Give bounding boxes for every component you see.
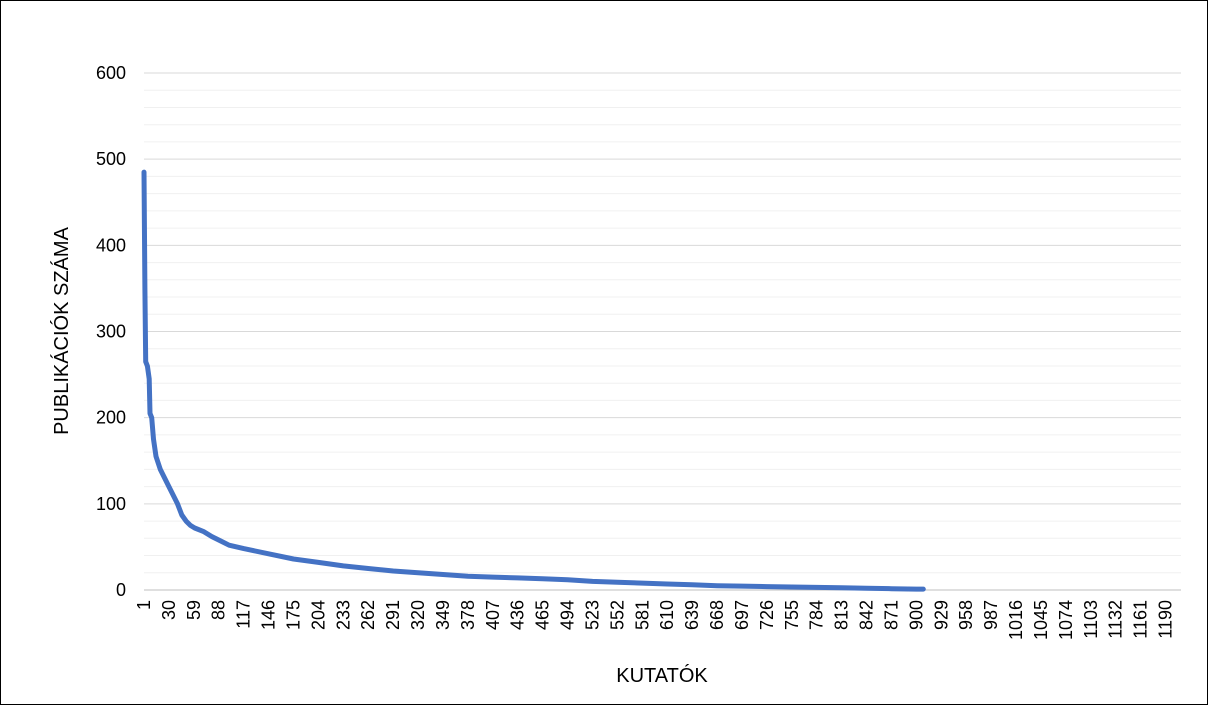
x-tick-label: 842 [857, 600, 877, 630]
y-tick-label: 300 [96, 322, 126, 342]
x-tick-label: 262 [358, 600, 378, 630]
x-tick-label: 1 [134, 600, 154, 610]
y-axis-title: PUBLIKÁCIÓK SZÁMA [50, 226, 73, 434]
x-tick-label: 987 [981, 600, 1001, 630]
x-tick-label: 378 [458, 600, 478, 630]
x-tick-label: 1190 [1156, 600, 1176, 639]
x-tick-label: 1074 [1056, 600, 1076, 640]
y-tick-label: 200 [96, 408, 126, 428]
y-tick-label: 100 [96, 494, 126, 514]
x-tick-label: 30 [159, 600, 179, 620]
x-tick-label: 610 [657, 600, 677, 630]
x-tick-label: 697 [732, 600, 752, 630]
x-tick-label: 668 [707, 600, 727, 630]
x-tick-label: 813 [832, 600, 852, 630]
x-tick-label: 523 [582, 600, 602, 630]
x-tick-label: 900 [906, 600, 926, 630]
x-tick-label: 1103 [1081, 600, 1101, 639]
x-tick-label: 59 [184, 600, 204, 620]
x-tick-label: 465 [533, 600, 553, 630]
x-tick-label: 233 [333, 600, 353, 630]
x-tick-label: 755 [782, 600, 802, 630]
x-tick-label: 1016 [1006, 600, 1026, 640]
x-tick-label: 871 [881, 600, 901, 630]
x-tick-label: 958 [956, 600, 976, 630]
x-tick-label: 1161 [1131, 600, 1151, 639]
x-tick-label: 117 [234, 600, 254, 629]
x-tick-label: 88 [209, 600, 229, 620]
minor-gridlines [144, 89, 1181, 574]
x-tick-label: 929 [931, 600, 951, 630]
y-tick-label: 500 [96, 149, 126, 169]
series-layer [141, 169, 926, 592]
x-tick-label: 1132 [1106, 600, 1126, 639]
x-tick-label: 291 [383, 600, 403, 630]
x-tick-label: 204 [308, 600, 328, 630]
series-line [141, 169, 926, 592]
x-tick-label: 320 [408, 600, 428, 630]
x-tick-label: 494 [558, 600, 578, 630]
x-tick-label: 784 [807, 600, 827, 630]
x-tick-label: 581 [632, 600, 652, 630]
x-axis-title: KUTATÓK [616, 664, 708, 687]
x-tick-label: 146 [259, 600, 279, 630]
y-axis-tick-labels: 0 100 200 300 400 500 600 [96, 63, 126, 600]
x-tick-label: 349 [433, 600, 453, 630]
x-tick-label: 639 [682, 600, 702, 630]
y-tick-label: 400 [96, 235, 126, 255]
x-tick-label: 175 [283, 600, 303, 630]
y-tick-label: 600 [96, 63, 126, 83]
x-tick-label: 726 [757, 600, 777, 630]
x-tick-label: 1045 [1031, 600, 1051, 640]
y-tick-label: 0 [116, 580, 126, 600]
x-tick-label: 436 [508, 600, 528, 630]
x-tick-label: 407 [483, 600, 503, 630]
x-tick-label: 552 [607, 600, 627, 630]
x-axis-tick-labels: 1 30 59 88 117 146 175 204 233 262 291 320 349 378 407… [134, 600, 1176, 640]
major-gridlines [144, 72, 1181, 591]
